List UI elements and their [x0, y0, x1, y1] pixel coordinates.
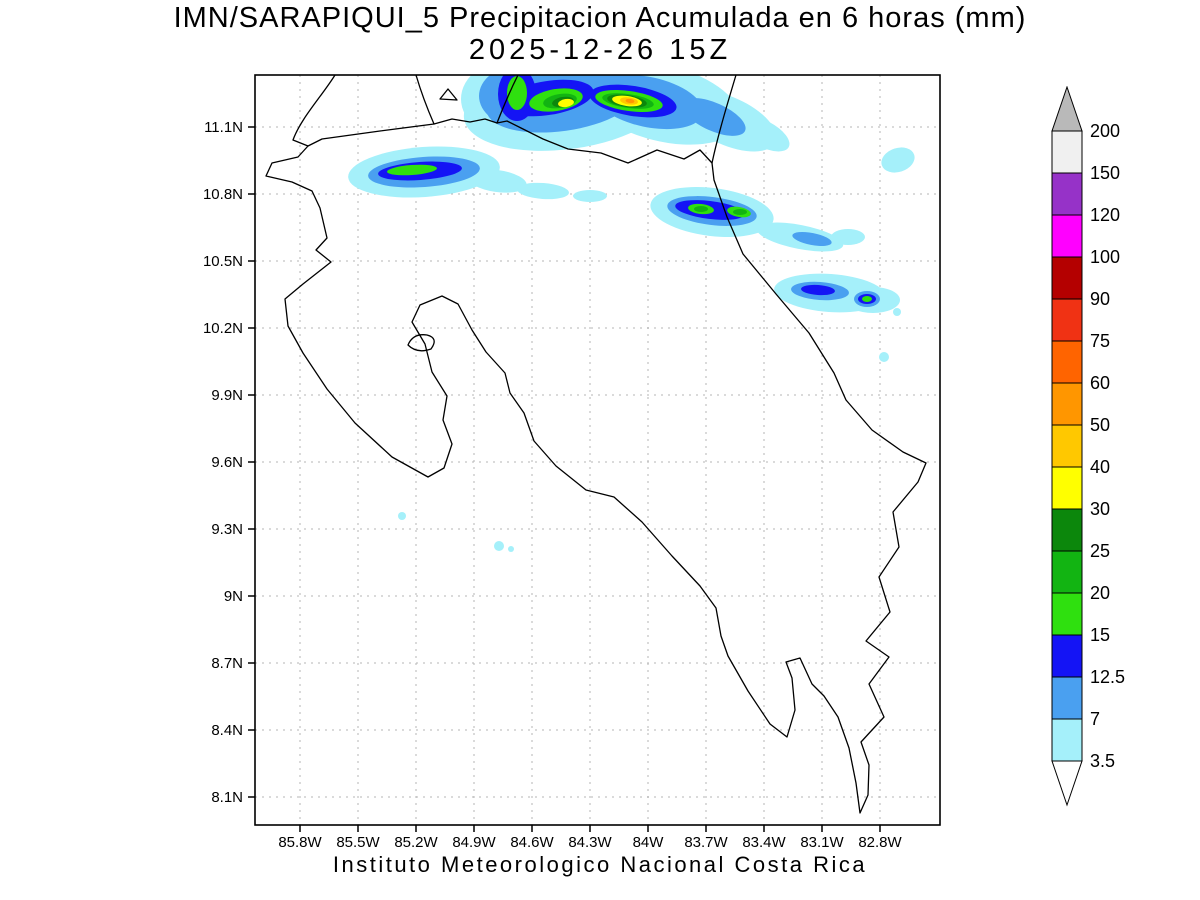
colorbar-box: [1051, 214, 1083, 258]
lat-tick-label: 8.1N: [211, 789, 243, 806]
grid-lines: [255, 75, 940, 825]
colorbar-level-label: 40: [1090, 457, 1110, 477]
mainland-coastline: [265, 75, 927, 814]
title-block: IMN/SARAPIQUI_5 Precipitacion Acumulada …: [0, 2, 1200, 67]
colorbar-box: [1051, 718, 1083, 762]
colorbar-level-label: 12.5: [1090, 667, 1125, 687]
lat-tick-label: 8.7N: [211, 655, 243, 672]
colorbar-box: [1051, 508, 1083, 552]
colorbar-level-label: 75: [1090, 331, 1110, 351]
axis-labels: 85.8W 85.5W 85.2W 84.9W 84.6W 84.3W 84W 83.7W 83…: [203, 119, 903, 851]
colorbar-level-label: 200: [1090, 121, 1120, 141]
lon-tick-label: 84.6W: [510, 834, 554, 851]
colorbar-level-label: 7: [1090, 709, 1100, 729]
colorbar-level-label: 20: [1090, 583, 1110, 603]
colorbar-level-label: 150: [1090, 163, 1120, 183]
lat-tick-label: 9.3N: [211, 521, 243, 538]
lat-tick-label: 8.4N: [211, 722, 243, 739]
precipitation-contours: [348, 75, 915, 552]
colorbar-level-label: 3.5: [1090, 751, 1115, 771]
colorbar-level-label: 90: [1090, 289, 1110, 309]
map-frame: [254, 74, 941, 826]
lon-tick-label: 85.8W: [278, 834, 322, 851]
chart-title: IMN/SARAPIQUI_5 Precipitacion Acumulada …: [173, 2, 1027, 34]
lat-tick-label: 9.9N: [211, 387, 243, 404]
lat-tick-label: 10.2N: [203, 320, 243, 337]
colorbar-box: [1051, 592, 1083, 636]
solentiname-island: [439, 88, 458, 101]
nicaragua-caribbean-coast: [711, 75, 737, 164]
lat-tick-label: 10.5N: [203, 253, 243, 270]
contour-level-50mm: [625, 98, 635, 104]
chart-subtitle: 2025-12-26 15Z: [468, 34, 732, 67]
lon-tick-label: 85.5W: [336, 834, 380, 851]
colorbar-over-arrow: [1051, 85, 1083, 132]
colorbar-level-label: 120: [1090, 205, 1120, 225]
colorbar-box: [1051, 676, 1083, 720]
colorbar-box: [1051, 550, 1083, 594]
colorbar-box: [1051, 382, 1083, 426]
colorbar-box: [1051, 298, 1083, 342]
lat-tick-label: 11.1N: [204, 119, 243, 136]
lon-tick-label: 83.4W: [742, 834, 786, 851]
colorbar-box: [1051, 424, 1083, 468]
lake-nicaragua-shore-west: [415, 75, 435, 125]
colorbar-level-label: 15: [1090, 625, 1110, 645]
chira-island: [407, 334, 435, 352]
colorbar-box: [1051, 340, 1083, 384]
lon-tick-label: 85.2W: [394, 834, 438, 851]
colorbar-box: [1051, 130, 1083, 174]
colorbar-under-arrow: [1051, 760, 1083, 807]
costa-rica-coastline: [265, 75, 927, 814]
colorbar-box: [1051, 256, 1083, 300]
colorbar-box: [1051, 634, 1083, 678]
colorbar-box: [1051, 466, 1083, 510]
colorbar-level-label: 50: [1090, 415, 1110, 435]
colorbar-level-label: 60: [1090, 373, 1110, 393]
axis-ticks: [248, 126, 881, 832]
colorbar-box: [1051, 172, 1083, 216]
nicaragua-border: [307, 118, 498, 147]
lon-tick-label: 84.9W: [452, 834, 496, 851]
colorbar-legend: 200 150 120 100 90 75 60 50 40 30 25 20 15 12.5 7 3.5: [1050, 85, 1170, 819]
colorbar-level-label: 100: [1090, 247, 1120, 267]
lat-tick-label: 10.8N: [203, 186, 243, 203]
lon-tick-label: 84.3W: [568, 834, 612, 851]
lat-tick-label: 9N: [224, 588, 243, 605]
colorbar-level-label: 30: [1090, 499, 1110, 519]
footer-caption: Instituto Meteorologico Nacional Costa R…: [332, 852, 868, 877]
colorbar-svg: 200 150 120 100 90 75 60 50 40 30 25 20 15 12.5 7 3.5: [1051, 85, 1125, 807]
lake-nicaragua-shore-east: [496, 75, 519, 124]
colorbar-level-label: 25: [1090, 541, 1110, 561]
lon-tick-label: 83.1W: [800, 834, 844, 851]
lon-tick-label: 84W: [633, 834, 665, 851]
lon-tick-label: 82.8W: [858, 834, 902, 851]
lat-tick-label: 9.6N: [211, 454, 243, 471]
lon-tick-label: 83.7W: [684, 834, 728, 851]
